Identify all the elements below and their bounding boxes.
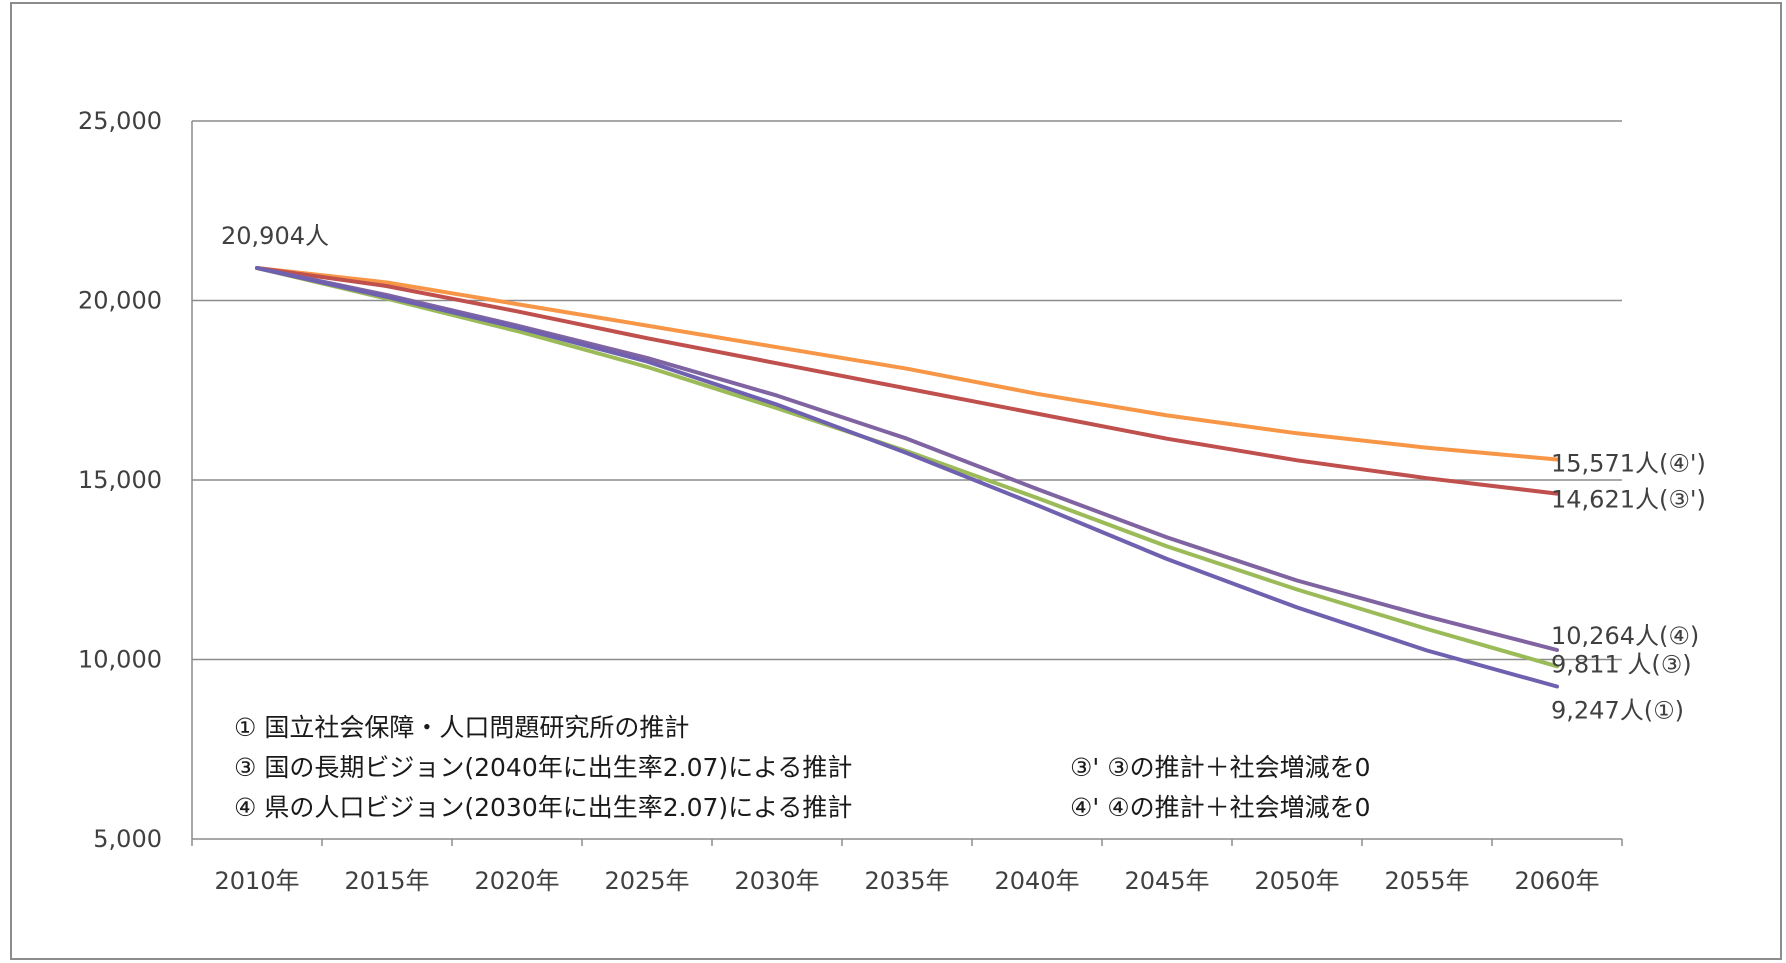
x-tick-label: 2050年: [1254, 867, 1339, 895]
series-line-1: [255, 266, 1559, 462]
start-data-label: 20,904人: [221, 222, 329, 250]
y-tick-label: 15,000: [78, 466, 162, 494]
x-tick-label: 2010年: [214, 867, 299, 895]
end-data-label: 15,571人(④'): [1551, 450, 1706, 478]
end-data-label: 14,621人(③'): [1551, 486, 1706, 514]
series-line-2: [255, 266, 1559, 496]
y-tick-label: 5,000: [93, 825, 162, 853]
legend-item-3: ③ 国の長期ビジョン(2040年に出生率2.07)による推計: [234, 753, 852, 782]
x-tick-label: 2030年: [734, 867, 819, 895]
x-tick-label: 2040年: [994, 867, 1079, 895]
x-tick-label: 2025年: [604, 867, 689, 895]
x-tick-label: 2055年: [1384, 867, 1469, 895]
x-tick-label: 2045年: [1124, 867, 1209, 895]
legend-item-4-prime: ④' ④の推計＋社会増減を0: [1070, 793, 1371, 822]
x-tick-label: 2035年: [864, 867, 949, 895]
end-data-label: 10,264人(④): [1551, 622, 1699, 650]
y-tick-label: 20,000: [78, 287, 162, 315]
y-tick-label: 25,000: [78, 107, 162, 135]
y-tick-label: 10,000: [78, 646, 162, 674]
series-line-4: [255, 266, 1559, 669]
legend-item-4: ④ 県の人口ビジョン(2030年に出生率2.07)による推計: [234, 793, 852, 822]
chart-frame: [10, 2, 1782, 960]
legend-item-3-prime: ③' ③の推計＋社会増減を0: [1070, 753, 1371, 782]
legend-item-1: ① 国立社会保障・人口問題研究所の推計: [234, 713, 689, 742]
x-tick-label: 2060年: [1514, 867, 1599, 895]
end-data-label: 9,811 人(③): [1551, 650, 1692, 678]
x-tick-label: 2020年: [474, 867, 559, 895]
end-data-label: 9,247人(①): [1551, 697, 1684, 725]
series-line-5: [255, 266, 1559, 689]
x-tick-label: 2015年: [344, 867, 429, 895]
series-line-3: [255, 266, 1559, 652]
